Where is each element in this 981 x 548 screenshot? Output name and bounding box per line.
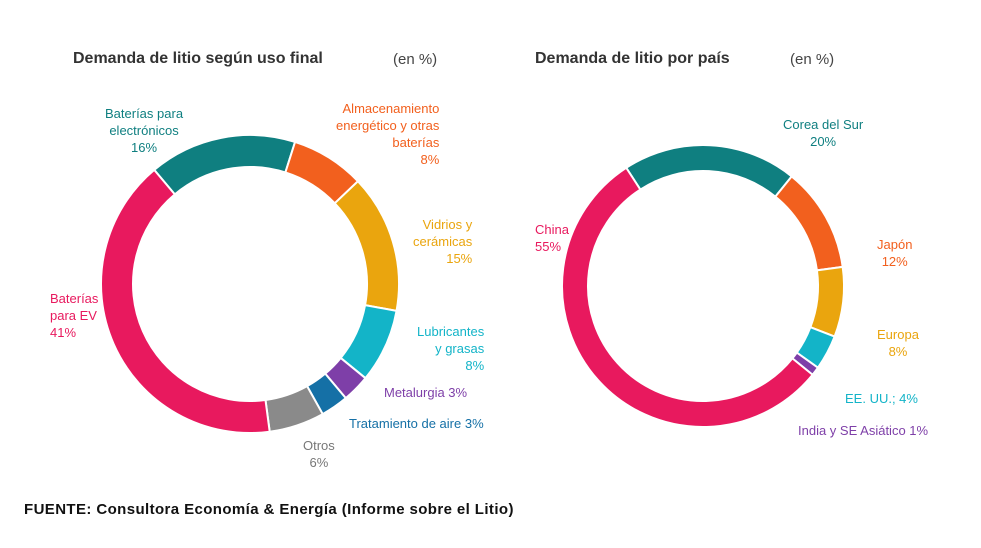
donut-slice-corea-del-sur bbox=[624, 144, 794, 199]
label-text: Baterías bbox=[50, 291, 99, 306]
label-text: Vidrios y bbox=[422, 217, 473, 232]
label-text: Metalurgia 3% bbox=[384, 385, 468, 400]
label-text: India y SE Asiático 1% bbox=[798, 423, 929, 438]
label-pct: 6% bbox=[309, 455, 329, 470]
label-metalurgia: Metalurgia 3% bbox=[384, 384, 467, 401]
label-text: para EV bbox=[50, 308, 97, 323]
label-text: Otros bbox=[303, 438, 335, 453]
label-pct: 8% bbox=[420, 152, 440, 167]
label-text: Almacenamiento bbox=[342, 101, 440, 116]
label-corea: Corea del Sur 20% bbox=[783, 116, 863, 150]
source-note: FUENTE: Consultora Economía & Energía (I… bbox=[24, 501, 514, 518]
label-pct: 20% bbox=[810, 134, 837, 149]
label-text: cerámicas bbox=[413, 234, 473, 249]
label-text: electrónicos bbox=[109, 123, 179, 138]
donut-slice-jap-n bbox=[773, 175, 844, 272]
label-text: Europa bbox=[877, 327, 919, 342]
label-vidrios: Vidrios y cerámicas 15% bbox=[413, 216, 472, 267]
donut-slice-europa bbox=[809, 265, 845, 338]
label-pct: 8% bbox=[465, 358, 485, 373]
label-pct: 8% bbox=[888, 344, 908, 359]
label-baterias-ev: Baterías para EV 41% bbox=[50, 290, 98, 341]
label-japon: Japón 12% bbox=[877, 236, 912, 270]
label-tratamiento: Tratamiento de aire 3% bbox=[349, 415, 484, 432]
right-chart-title: Demanda de litio por país bbox=[535, 50, 730, 67]
label-text: China bbox=[535, 222, 569, 237]
right-chart-unit: (en %) bbox=[790, 51, 835, 68]
label-lubricantes: Lubricantes y grasas 8% bbox=[417, 323, 484, 374]
label-europa: Europa 8% bbox=[877, 326, 919, 360]
label-eeuu: EE. UU.; 4% bbox=[845, 390, 918, 407]
label-pct: 15% bbox=[446, 251, 473, 266]
label-text: baterías bbox=[392, 135, 440, 150]
label-text: Japón bbox=[877, 237, 913, 252]
label-india: India y SE Asiático 1% bbox=[798, 422, 928, 439]
donut-slice-bater-as-para-ev bbox=[100, 168, 271, 434]
label-china: China 55% bbox=[535, 221, 569, 255]
label-otros: Otros 6% bbox=[303, 437, 335, 471]
label-pct: 41% bbox=[50, 325, 77, 340]
label-pct: 55% bbox=[535, 239, 562, 254]
label-text: Tratamiento de aire 3% bbox=[349, 416, 484, 431]
label-pct: 16% bbox=[131, 140, 158, 155]
left-chart-title: Demanda de litio según uso final bbox=[73, 50, 323, 67]
label-text: Corea del Sur bbox=[783, 117, 864, 132]
label-text: Lubricantes bbox=[417, 324, 485, 339]
donut-slice-china bbox=[561, 166, 814, 428]
label-text: energético y otras bbox=[336, 118, 440, 133]
label-almacenamiento: Almacenamiento energético y otras baterí… bbox=[336, 100, 439, 168]
label-text: y grasas bbox=[435, 341, 485, 356]
label-baterias-electronicos: Baterías para electrónicos 16% bbox=[105, 105, 183, 156]
left-chart-unit: (en %) bbox=[393, 51, 438, 68]
label-pct: 12% bbox=[881, 254, 908, 269]
label-text: Baterías para bbox=[105, 106, 184, 121]
label-text: EE. UU.; 4% bbox=[845, 391, 918, 406]
